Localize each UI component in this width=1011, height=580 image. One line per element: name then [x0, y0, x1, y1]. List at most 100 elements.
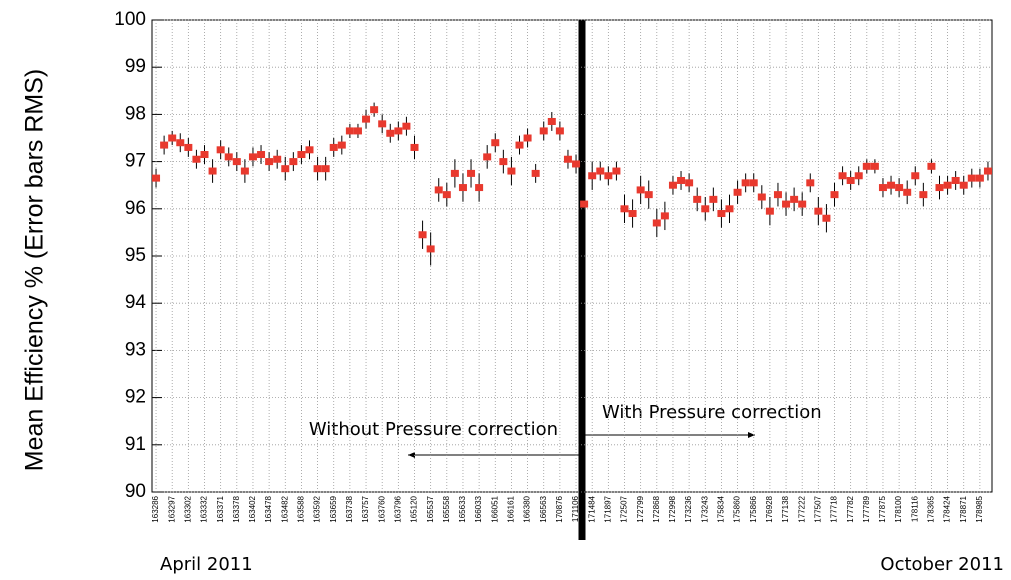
marker [200, 151, 209, 159]
x-tick-label: 172998 [668, 495, 677, 522]
x-tick-label: 178100 [894, 495, 903, 522]
y-tick-label: 100 [114, 9, 146, 30]
marker [434, 186, 443, 194]
marker [725, 205, 734, 213]
marker [555, 127, 564, 135]
marker [539, 127, 548, 135]
x-tick-label: 166380 [523, 495, 532, 522]
x-tick-label: 163297 [167, 495, 176, 522]
y-tick-label: 94 [125, 292, 147, 313]
x-tick-label: 170876 [555, 495, 564, 522]
marker [523, 134, 532, 142]
marker [450, 169, 459, 177]
x-tick-label: 172799 [636, 495, 645, 522]
x-tick-label: 165633 [458, 495, 467, 522]
marker [232, 158, 241, 166]
marker [362, 115, 371, 123]
marker [580, 200, 589, 208]
marker [773, 191, 782, 199]
x-tick-label: 166161 [507, 495, 516, 522]
x-tick-label: 178871 [959, 495, 968, 522]
marker [289, 158, 298, 166]
marker [491, 139, 500, 147]
x-tick-label: 171897 [603, 495, 612, 522]
marker [765, 207, 774, 215]
marker [903, 188, 912, 196]
marker [257, 151, 266, 159]
x-tick-label: 163659 [329, 495, 338, 522]
marker [563, 155, 572, 163]
marker [531, 169, 540, 177]
marker [418, 231, 427, 239]
marker [887, 181, 896, 189]
marker [612, 167, 621, 175]
x-tick-label: 177875 [878, 495, 887, 522]
x-tick-label: 177789 [862, 495, 871, 522]
marker [475, 184, 484, 192]
marker [701, 205, 710, 213]
date-label: April 2011 [160, 554, 253, 575]
marker [733, 188, 742, 196]
x-tick-label: 163592 [313, 495, 322, 522]
marker [265, 158, 274, 166]
x-tick-label: 177222 [797, 495, 806, 522]
x-tick-label: 166033 [474, 495, 483, 522]
marker [814, 207, 823, 215]
marker [685, 179, 694, 187]
x-tick-label: 163332 [200, 495, 209, 522]
x-tick-label: 163302 [183, 495, 192, 522]
x-tick-label: 177718 [830, 495, 839, 522]
marker [305, 146, 314, 154]
marker [224, 153, 233, 161]
marker [838, 172, 847, 180]
x-tick-label: 177138 [781, 495, 790, 522]
x-tick-label: 178365 [927, 495, 936, 522]
annotation: With Pressure correction [602, 402, 822, 423]
x-tick-label: 163738 [345, 495, 354, 522]
marker [983, 167, 992, 175]
marker [176, 139, 185, 147]
marker [321, 165, 330, 173]
marker [281, 165, 290, 173]
x-tick-label: 163757 [361, 495, 370, 522]
x-tick-label: 163760 [377, 495, 386, 522]
x-tick-label: 163402 [248, 495, 257, 522]
marker [353, 127, 362, 135]
marker [636, 186, 645, 194]
x-tick-label: 172507 [620, 495, 629, 522]
x-tick-label: 177507 [813, 495, 822, 522]
marker [749, 179, 758, 187]
x-tick-label: 165120 [410, 495, 419, 522]
x-tick-label: 163478 [264, 495, 273, 522]
marker [273, 155, 282, 163]
marker [184, 143, 193, 151]
marker [604, 172, 613, 180]
marker [870, 162, 879, 170]
marker [160, 141, 169, 149]
marker [596, 167, 605, 175]
marker [975, 174, 984, 182]
marker [830, 191, 839, 199]
x-tick-label: 178116 [910, 495, 919, 522]
marker [410, 143, 419, 151]
marker [168, 134, 177, 142]
marker [677, 176, 686, 184]
x-tick-label: 175866 [749, 495, 758, 522]
x-tick-label: 166563 [539, 495, 548, 522]
marker [668, 181, 677, 189]
date-label: October 2011 [880, 554, 1004, 575]
marker [329, 143, 338, 151]
marker [588, 172, 597, 180]
y-tick-label: 92 [125, 387, 146, 408]
marker [515, 141, 524, 149]
marker [313, 165, 322, 173]
marker [192, 155, 201, 163]
marker [919, 191, 928, 199]
marker [240, 167, 249, 175]
marker [297, 151, 306, 159]
marker [208, 167, 217, 175]
x-tick-label: 163796 [393, 495, 402, 522]
marker [442, 191, 451, 199]
x-tick-label: 173243 [700, 495, 709, 522]
